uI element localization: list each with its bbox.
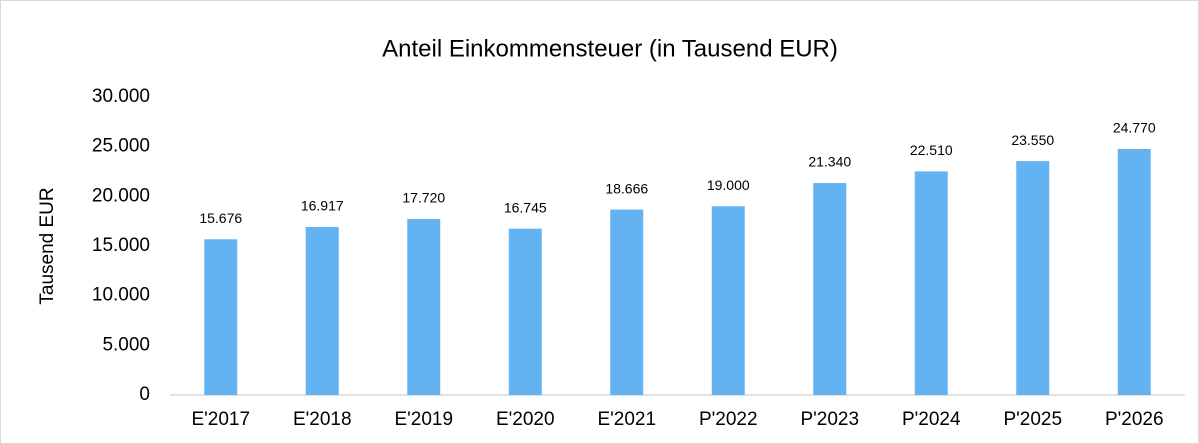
- bar: [204, 239, 238, 395]
- value-label: 23.550: [1011, 132, 1054, 148]
- x-tick-label: P'2023: [800, 409, 859, 430]
- value-label: 21.340: [808, 154, 851, 170]
- y-tick-label: 30.000: [92, 86, 150, 107]
- x-tick-label: P'2025: [1003, 409, 1062, 430]
- value-label: 22.510: [910, 142, 953, 158]
- value-label: 16.917: [301, 198, 344, 214]
- bar: [711, 206, 745, 395]
- value-label: 17.720: [402, 190, 445, 206]
- y-tick-label: 10.000: [92, 285, 150, 306]
- y-tick-label: 0: [139, 384, 150, 405]
- x-tick-label: E'2020: [496, 409, 555, 430]
- value-label: 15.676: [199, 210, 242, 226]
- x-tick-label: P'2022: [699, 409, 758, 430]
- y-tick-label: 20.000: [92, 185, 150, 206]
- bar: [610, 209, 644, 395]
- bar: [914, 171, 948, 395]
- x-tick-label: E'2018: [293, 409, 352, 430]
- chart-title: Anteil Einkommensteuer (in Tausend EUR): [382, 35, 838, 62]
- x-tick-label: P'2024: [902, 409, 961, 430]
- bar: [1016, 161, 1050, 395]
- x-tick-label: E'2021: [597, 409, 656, 430]
- bar: [407, 218, 441, 395]
- x-tick-label: E'2017: [191, 409, 250, 430]
- value-label: 24.770: [1113, 120, 1156, 136]
- bar: [305, 226, 339, 395]
- y-tick-label: 25.000: [92, 136, 150, 157]
- y-tick-label: 15.000: [92, 235, 150, 256]
- value-label: 18.666: [605, 180, 648, 196]
- x-tick-label: P'2026: [1105, 409, 1164, 430]
- y-tick-label: 5.000: [102, 334, 150, 355]
- value-label: 16.745: [504, 199, 547, 215]
- y-axis-label: Tausend EUR: [37, 187, 58, 304]
- bar: [1117, 148, 1151, 395]
- bar: [813, 183, 847, 395]
- value-label: 19.000: [707, 177, 750, 193]
- bar: [508, 228, 542, 395]
- x-tick-label: E'2019: [394, 409, 453, 430]
